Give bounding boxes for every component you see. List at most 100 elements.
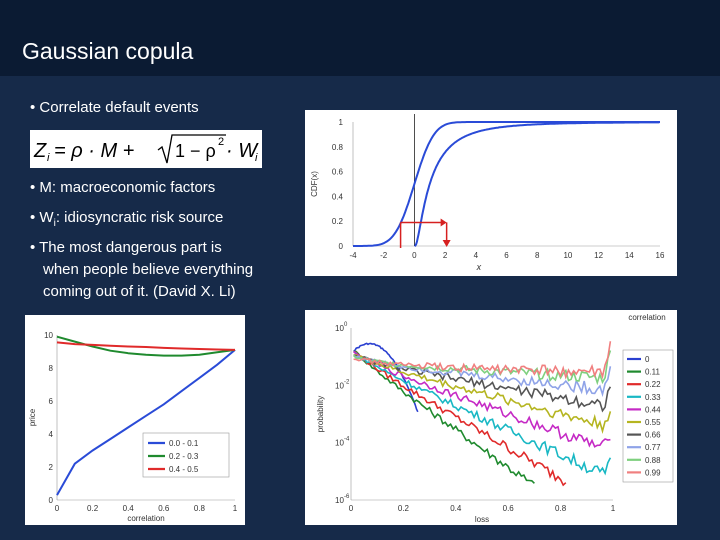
bullet-w-text: : idiosyncratic risk source [55, 209, 224, 226]
price-chart-panel: 0 0.2 0.4 0.6 0.8 1 0 2 4 6 8 10 correlation price 0.0… [25, 315, 245, 525]
formula-tail-sub: i [255, 152, 258, 164]
formula-lhs: Z [33, 140, 47, 162]
bullet-w-sub: i [53, 218, 56, 229]
cdf-lognormal-series [414, 121, 660, 247]
price-x-tick-label: 0.4 [123, 504, 135, 513]
bullet-idiosyncratic: • Wi: idiosyncratic risk source [30, 208, 223, 233]
loss-y-axis-label: probability [316, 396, 325, 432]
cdf-chart: -4 -2 0 2 4 6 8 10 12 14 16 0 0.2 0.4 0.6 0.8 1 x CDF(x) [310, 114, 665, 272]
cdf-y-tick-label: 0 [339, 242, 344, 251]
loss-x-tick-label: 0.6 [503, 504, 515, 513]
price-y-tick-label: 2 [49, 463, 54, 472]
bullet-macro: • M: macroeconomic factors [30, 179, 216, 196]
formula-tail: · W [226, 140, 259, 162]
price-x-tick-label: 0.8 [194, 504, 206, 513]
price-y-axis-label: price [28, 408, 37, 426]
loss-legend-label-4: 0.44 [645, 405, 661, 414]
cdf-y-tick-label: 0.4 [332, 192, 344, 201]
loss-x-tick-label: 0.8 [555, 504, 567, 513]
cdf-x-tick-label: 4 [474, 251, 479, 260]
formula-radical-sign [157, 134, 226, 164]
bullet-correlate: • Correlate default events [30, 99, 199, 116]
loss-legend-label-7: 0.77 [645, 443, 661, 452]
price-y-tick-label: 4 [49, 430, 54, 439]
cdf-y-tick-label: 0.2 [332, 217, 344, 226]
cdf-x-tick-label: -2 [380, 251, 388, 260]
loss-chart-panel: 0 0.2 0.4 0.6 0.8 1 10 0 10 -2 10 -4 10 -6 loss probabi… [305, 310, 677, 525]
loss-series-line-6 [353, 354, 612, 413]
formula-svg: Z i = ρ · M + 1 − ρ 2 · W i [33, 134, 259, 164]
cdf-x-tick-label: 12 [594, 251, 603, 260]
cdf-x-tick-label: 0 [412, 251, 417, 260]
price-chart: 0 0.2 0.4 0.6 0.8 10246810correlationprice0.0… [28, 331, 238, 523]
loss-series-line-9 [353, 341, 612, 380]
formula-middle: = ρ · M + [54, 140, 134, 162]
loss-y-tick-exponent: -6 [344, 494, 350, 500]
bullet-w: • W [30, 209, 54, 226]
price-y-tick-label: 0 [49, 496, 54, 505]
copula-formula: Z i = ρ · M + 1 − ρ 2 · W i [30, 130, 262, 168]
price-series-line-0 [56, 349, 236, 496]
loss-series-line-4 [353, 350, 611, 448]
price-series-line-2 [56, 341, 236, 351]
loss-series-line-8 [353, 350, 612, 386]
cdf-y-tick-label: 0.8 [332, 143, 344, 152]
price-legend-label-1: 0.2 - 0.3 [169, 452, 199, 461]
cdf-normal-series [353, 121, 660, 247]
loss-legend-label-6: 0.66 [645, 431, 661, 440]
loss-y-tick-exponent: -4 [344, 437, 350, 443]
price-x-tick-label: 0.2 [87, 504, 99, 513]
price-x-tick-label: 0 [55, 504, 60, 513]
cdf-x-tick-label: 16 [656, 251, 665, 260]
loss-y-tick-base: 10 [335, 496, 344, 505]
cdf-y-tick-label: 0.6 [332, 168, 344, 177]
formula-square: 2 [218, 136, 224, 148]
price-y-tick-label: 6 [49, 397, 54, 406]
cdf-x-tick-label: 6 [504, 251, 509, 260]
cdf-chart-panel: -4 -2 0 2 4 6 8 10 12 14 16 0 0.2 0.4 0.6 0.8 1 x CDF(x) [305, 110, 677, 276]
loss-legend-title: correlation [628, 313, 665, 322]
loss-y-tick-base: 10 [335, 439, 344, 448]
cdf-x-tick-label: 10 [563, 251, 572, 260]
loss-legend-label-1: 0.11 [645, 368, 661, 377]
formula-radicand: 1 − ρ [175, 141, 216, 161]
loss-series-line-2 [353, 350, 567, 487]
loss-x-axis-label: loss [475, 515, 489, 524]
formula-lhs-sub: i [47, 152, 50, 164]
loss-legend-label-0: 0 [645, 355, 650, 364]
cdf-x-axis-label: x [476, 262, 482, 272]
loss-series-line-0 [353, 342, 419, 413]
price-y-tick-label: 8 [49, 364, 54, 373]
price-x-tick-label: 0.6 [158, 504, 170, 513]
loss-y-tick-base: 10 [335, 324, 344, 333]
loss-legend-label-2: 0.22 [645, 380, 661, 389]
bullet-danger-line3: coming out of it. (David X. Li) [43, 283, 236, 300]
loss-legend-label-8: 0.88 [645, 456, 661, 465]
loss-legend-label-9: 0.99 [645, 468, 661, 477]
bullet-danger-line2: when people believe everything [43, 261, 254, 278]
loss-legend-label-3: 0.33 [645, 393, 661, 402]
price-x-tick-label: 1 [233, 504, 238, 513]
cdf-annotation-arrowhead-right [440, 218, 447, 227]
loss-y-tick-exponent: 0 [344, 322, 348, 328]
cdf-y-tick-label: 1 [339, 118, 344, 127]
loss-y-tick-base: 10 [335, 381, 344, 390]
cdf-y-axis-label: CDF(x) [310, 171, 319, 197]
cdf-annotation-arrowhead-down [442, 240, 451, 247]
loss-series-line-3 [353, 350, 612, 476]
loss-x-tick-label: 0 [349, 504, 354, 513]
loss-series-line-1 [353, 350, 535, 484]
price-legend-label-0: 0.0 - 0.1 [169, 439, 199, 448]
bullet-danger: • The most dangerous part is [30, 239, 222, 256]
cdf-x-tick-label: 2 [443, 251, 448, 260]
slide-header [0, 0, 720, 76]
slide-title: Gaussian copula [22, 38, 194, 64]
loss-x-tick-label: 1 [611, 504, 616, 513]
price-legend-label-2: 0.4 - 0.5 [169, 465, 199, 474]
cdf-x-tick-label: 14 [625, 251, 634, 260]
loss-y-tick-exponent: -2 [344, 379, 350, 385]
loss-legend-label-5: 0.55 [645, 418, 661, 427]
price-y-tick-label: 10 [44, 331, 53, 340]
cdf-x-tick-label: -4 [349, 251, 357, 260]
